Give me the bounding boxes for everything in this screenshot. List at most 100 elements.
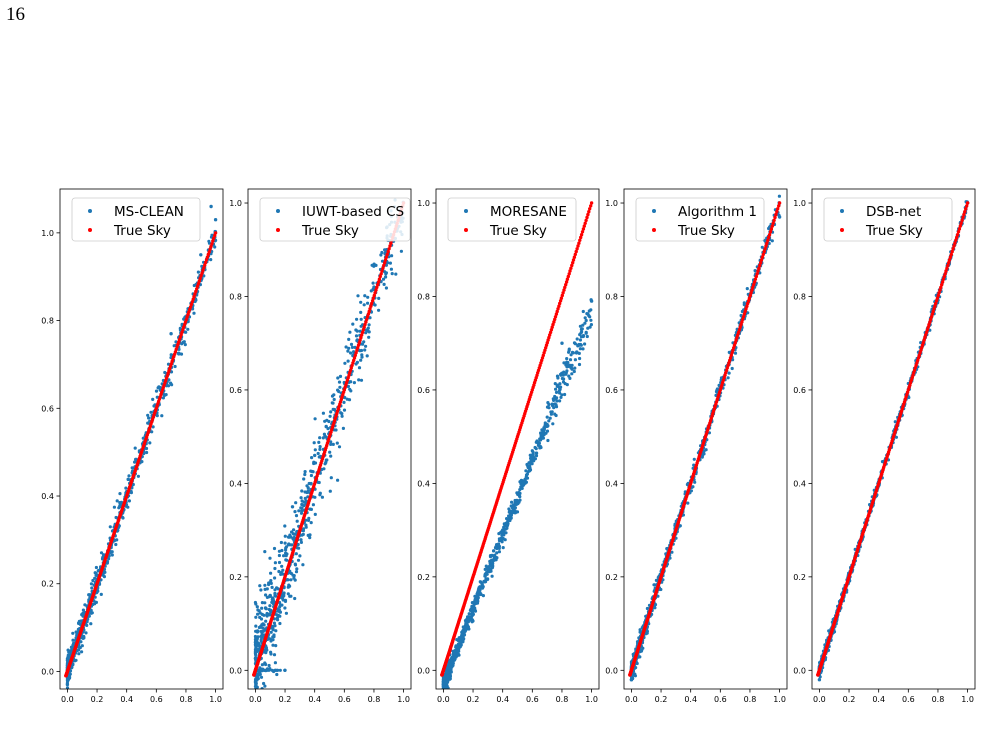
- legend-marker: [276, 228, 280, 232]
- data-point: [373, 291, 377, 295]
- data-point: [115, 499, 119, 503]
- data-point: [118, 492, 122, 496]
- data-point: [365, 315, 370, 319]
- data-point: [524, 469, 528, 473]
- data-point: [260, 606, 264, 610]
- data-point: [275, 668, 279, 672]
- data-point: [274, 644, 278, 648]
- data-point: [313, 461, 318, 465]
- data-point: [110, 553, 114, 557]
- data-point: [572, 255, 577, 259]
- data-point: [173, 364, 177, 369]
- data-point: [254, 624, 258, 628]
- data-point: [560, 341, 564, 345]
- data-point: [638, 628, 642, 632]
- data-point: [584, 318, 588, 323]
- data-point: [735, 335, 739, 340]
- data-point: [389, 241, 393, 245]
- data-point: [542, 428, 546, 432]
- data-point: [772, 218, 776, 223]
- x-tick-label: 0.8: [368, 695, 381, 704]
- data-point: [316, 451, 320, 456]
- data-point: [484, 580, 488, 584]
- data-point: [777, 201, 782, 205]
- legend-marker: [88, 209, 92, 213]
- data-point: [345, 397, 349, 401]
- data-point: [340, 414, 344, 418]
- data-point: [453, 651, 457, 655]
- data-point: [548, 416, 552, 420]
- data-point: [581, 227, 586, 231]
- data-point: [548, 333, 552, 337]
- data-point: [255, 690, 258, 693]
- data-point: [763, 247, 767, 251]
- data-point: [744, 307, 748, 311]
- data-point: [533, 445, 537, 450]
- data-point: [288, 569, 292, 573]
- data-point: [372, 293, 376, 298]
- data-point: [311, 503, 315, 507]
- data-point: [186, 327, 190, 331]
- data-point: [309, 521, 313, 525]
- legend-box: [71, 197, 201, 242]
- data-point: [645, 631, 649, 635]
- data-point: [656, 594, 660, 598]
- data-point: [567, 349, 571, 353]
- data-point: [385, 252, 389, 257]
- data-point: [577, 351, 581, 355]
- data-point: [322, 467, 326, 471]
- data-point: [460, 630, 465, 634]
- data-point: [554, 390, 559, 394]
- data-point: [308, 536, 312, 540]
- data-point: [357, 366, 362, 370]
- data-point: [148, 441, 152, 445]
- data-point: [514, 502, 518, 506]
- data-point: [494, 545, 498, 549]
- data-point: [777, 194, 782, 198]
- data-point: [588, 207, 592, 211]
- data-point: [377, 277, 382, 281]
- y-tick-label: 0.8: [417, 292, 430, 301]
- data-point: [182, 340, 186, 344]
- data-point: [360, 355, 364, 359]
- data-point: [166, 362, 171, 366]
- data-point: [286, 578, 290, 582]
- data-point: [348, 387, 352, 391]
- data-point: [262, 681, 266, 686]
- data-point: [633, 674, 638, 678]
- data-point: [380, 250, 384, 255]
- data-point: [555, 399, 559, 403]
- data-point: [91, 578, 95, 583]
- data-point: [89, 582, 93, 586]
- data-point: [362, 340, 366, 344]
- data-point: [300, 489, 304, 493]
- data-point: [269, 609, 273, 614]
- data-point: [264, 619, 268, 623]
- data-point: [568, 376, 572, 380]
- x-tick-label: 0.2: [655, 695, 668, 704]
- data-point: [289, 578, 293, 582]
- data-point: [387, 247, 391, 251]
- data-point: [313, 417, 317, 421]
- data-point: [540, 432, 544, 436]
- data-point: [279, 572, 283, 577]
- data-point: [547, 419, 551, 423]
- data-point: [553, 317, 557, 322]
- data-point: [758, 263, 762, 268]
- data-point: [309, 507, 313, 511]
- data-point: [273, 588, 277, 592]
- data-point: [460, 632, 464, 637]
- data-point: [356, 346, 360, 350]
- data-point: [269, 639, 273, 643]
- data-point: [572, 369, 576, 374]
- data-point: [294, 501, 298, 505]
- data-point: [203, 263, 207, 267]
- data-point: [272, 653, 277, 657]
- data-point: [542, 426, 546, 430]
- plot-area: [64, 204, 218, 689]
- data-point: [736, 330, 741, 335]
- data-point: [366, 301, 370, 305]
- data-point: [282, 554, 286, 558]
- data-point: [776, 207, 780, 211]
- data-point: [563, 392, 567, 397]
